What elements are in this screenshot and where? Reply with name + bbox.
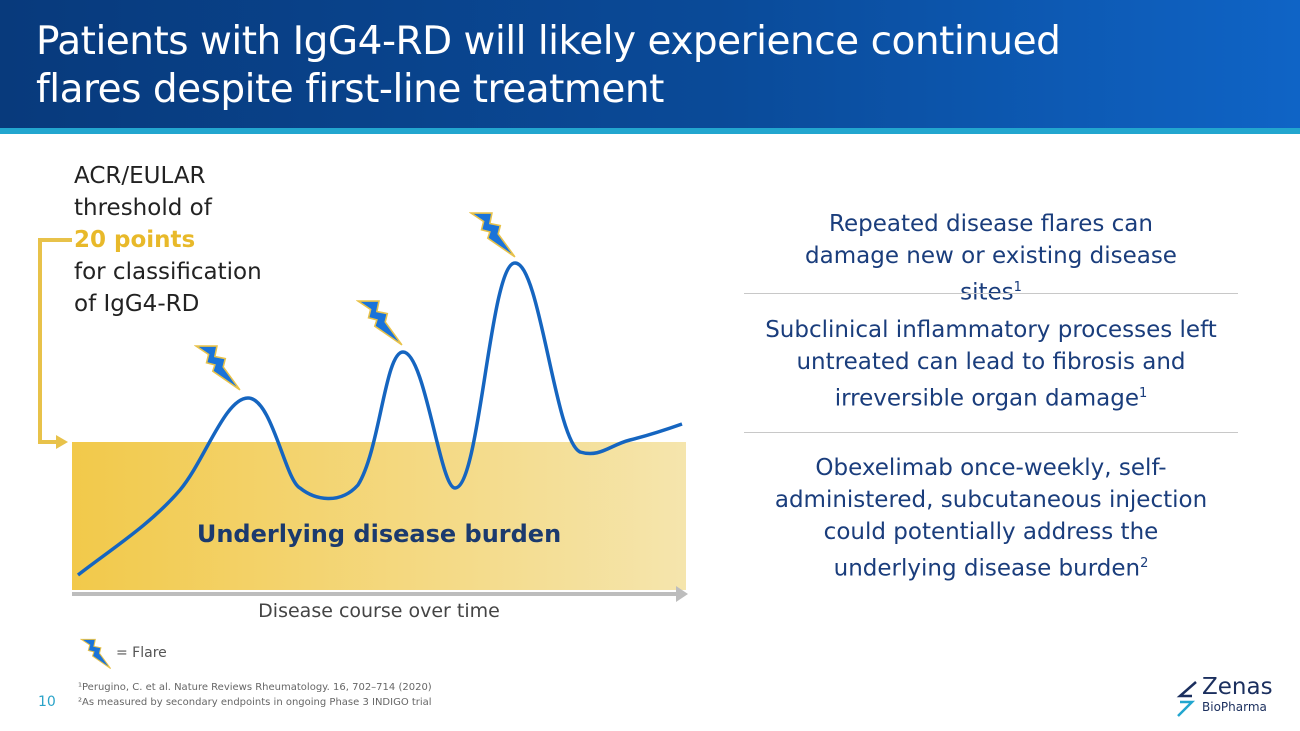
threshold-note: ACR/EULAR threshold of 20 points for cla… (74, 160, 262, 320)
axis-arrowhead (676, 586, 688, 602)
title-line-2: flares despite first-line treatment (36, 67, 664, 112)
title-bar: Patients with IgG4-RD will likely experi… (0, 0, 1300, 128)
disease-activity-curve (76, 261, 683, 577)
footnote-1: ¹Perugino, C. et al. Nature Reviews Rheu… (78, 682, 432, 693)
divider (744, 293, 1238, 294)
flare-bolt-icon (470, 212, 516, 258)
flare-bolt-icon (195, 345, 241, 391)
point-ref: 1 (1013, 280, 1022, 295)
footnote-2: ²As measured by secondary endpoints in o… (78, 697, 432, 708)
slide-title: Patients with IgG4-RD will likely experi… (36, 18, 1061, 114)
flare-bolt-icon (357, 300, 403, 346)
logo-subtitle: BioPharma (1202, 700, 1267, 714)
point-text: Obexelimab once-weekly, self-administere… (774, 455, 1208, 582)
point-ref: 2 (1140, 556, 1149, 571)
page-number: 10 (38, 694, 56, 710)
threshold-arrowhead (56, 435, 68, 449)
legend-bolt-icon (80, 638, 112, 670)
point-text: Repeated disease flares can damage new o… (805, 211, 1177, 306)
divider (744, 432, 1238, 433)
legend-label: = Flare (116, 645, 167, 661)
logo-name: Zenas (1202, 674, 1273, 700)
x-axis-label: Disease course over time (258, 600, 500, 622)
key-point-1: Repeated disease flares can damage new o… (744, 208, 1238, 309)
threshold-line: threshold of (74, 195, 212, 221)
threshold-value: 20 points (74, 227, 196, 253)
threshold-line: for classification (74, 259, 262, 285)
burden-label: Underlying disease burden (196, 520, 562, 548)
zenas-logo-icon (1176, 681, 1197, 717)
point-text: Subclinical inflammatory processes left … (765, 317, 1217, 412)
threshold-line: ACR/EULAR (74, 163, 206, 189)
accent-stripe (0, 128, 1300, 134)
threshold-bracket (38, 238, 72, 444)
disease-burden-area (72, 442, 686, 590)
key-point-3: Obexelimab once-weekly, self-administere… (744, 452, 1238, 585)
key-point-2: Subclinical inflammatory processes left … (744, 314, 1238, 415)
threshold-line: of IgG4-RD (74, 291, 200, 317)
footnotes: ¹Perugino, C. et al. Nature Reviews Rheu… (78, 680, 432, 710)
title-line-1: Patients with IgG4-RD will likely experi… (36, 19, 1061, 64)
point-ref: 1 (1138, 386, 1148, 401)
